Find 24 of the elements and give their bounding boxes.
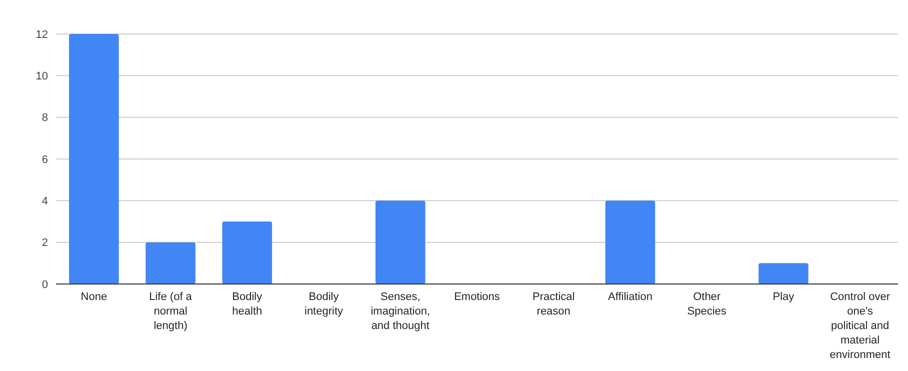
x-tick-label: Bodily health [232, 291, 263, 318]
y-tick-label: 12 [36, 28, 48, 41]
y-tick-label: 8 [42, 112, 48, 124]
x-tick-label: Affiliation [608, 291, 652, 303]
x-tick-label: Other Species [687, 291, 727, 318]
bar [69, 34, 119, 284]
x-tick-label: Senses, imagination, and thought [370, 291, 430, 332]
x-tick-label: None [80, 291, 108, 303]
bar [146, 242, 196, 284]
y-tick-label: 2 [42, 237, 48, 250]
bar [222, 222, 272, 284]
y-tick-label: 10 [36, 70, 48, 83]
x-tick-label: Emotions [454, 291, 500, 303]
y-tick-label: 4 [42, 196, 48, 208]
y-tick-label: 0 [42, 278, 48, 291]
x-tick-label: Practical reason [532, 291, 575, 318]
x-tick-label: Control over one's political and material environment [830, 291, 890, 361]
x-tick-label: Bodily integrity [304, 291, 344, 318]
x-tick-label: Play [772, 291, 795, 303]
bar [758, 263, 808, 284]
y-tick-label: 6 [42, 154, 48, 166]
bar [605, 200, 656, 284]
x-tick-label: Life (of a normal length) [149, 291, 193, 332]
bar [375, 200, 426, 284]
